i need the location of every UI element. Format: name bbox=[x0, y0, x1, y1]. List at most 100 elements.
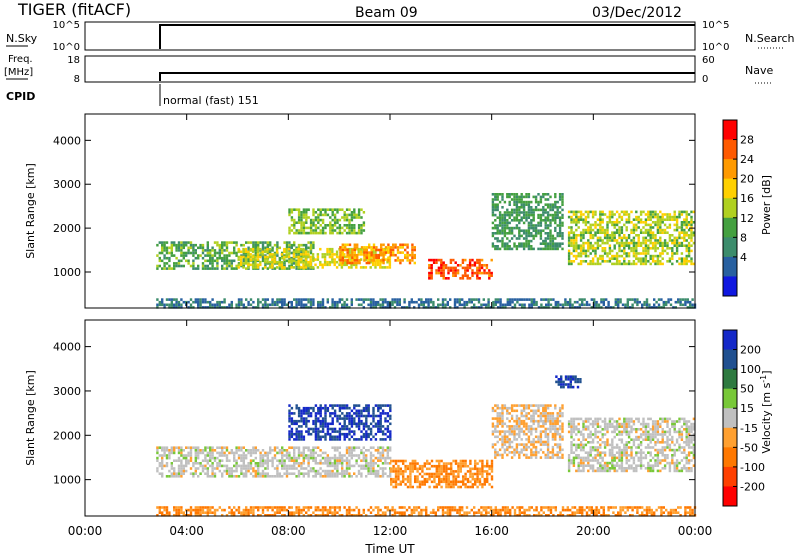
power-cell-6-637 bbox=[683, 223, 686, 227]
power-cell-3-48 bbox=[452, 258, 455, 262]
velocity-cell-4-82 bbox=[506, 445, 509, 449]
velocity-cell-4-161 bbox=[522, 404, 526, 407]
velocity-cell-0-518 bbox=[324, 451, 327, 455]
velocity-cell-1-94 bbox=[421, 470, 424, 473]
velocity-cell-0-574 bbox=[341, 454, 344, 457]
power-cell-5-226 bbox=[527, 234, 531, 238]
power-cell-6-405 bbox=[639, 244, 643, 247]
power-cell-6-503 bbox=[656, 223, 660, 227]
power-cell-5-315 bbox=[544, 237, 547, 240]
power-cell-1-277 bbox=[374, 266, 377, 269]
power-cell-7-286 bbox=[422, 306, 425, 309]
velocity-cell-1-31 bbox=[399, 459, 402, 463]
power-cell-6-243 bbox=[611, 215, 614, 219]
power-cell-5-337 bbox=[549, 203, 552, 206]
power-cell-5-13 bbox=[491, 245, 495, 248]
power-cell-7-43 bbox=[194, 300, 197, 304]
power-cell-7-332 bbox=[465, 303, 469, 307]
power-cell-2-0 bbox=[339, 246, 342, 249]
power-cell-6-189 bbox=[599, 262, 602, 266]
power-cell-5-230 bbox=[527, 247, 531, 251]
velocity-cell-2-309 bbox=[372, 412, 375, 415]
velocity-cell-4-302 bbox=[546, 427, 550, 431]
power-cell-5-244 bbox=[530, 247, 533, 251]
power-cell-0-130 bbox=[206, 241, 209, 244]
power-cell-7-68 bbox=[216, 300, 219, 304]
power-cell-1-132 bbox=[304, 250, 308, 254]
power-cell-7-223 bbox=[367, 303, 370, 307]
power-cell-6-566 bbox=[668, 226, 672, 229]
velocity-cell-4-64 bbox=[503, 422, 507, 426]
velocity-cell-0-242 bbox=[235, 462, 238, 465]
velocity-cell-2-8 bbox=[288, 432, 291, 436]
velocity-cell-0-716 bbox=[386, 449, 389, 452]
velocity-cell-0-33 bbox=[165, 475, 169, 478]
velocity-cell-1-55 bbox=[406, 485, 410, 489]
power-cell-1-165 bbox=[321, 263, 324, 267]
power-cell-6-155 bbox=[594, 231, 597, 234]
power-cell-0-386 bbox=[293, 262, 296, 265]
power-cell-5-283 bbox=[539, 216, 543, 219]
velocity-cell-1-13 bbox=[394, 459, 398, 463]
power-cell-6-363 bbox=[632, 241, 636, 245]
power-cell-6-687 bbox=[690, 239, 693, 242]
power-cell-7-319 bbox=[453, 306, 457, 309]
power-cell-4-178 bbox=[353, 208, 356, 211]
power-cell-6-373 bbox=[635, 218, 638, 221]
power-cell-6-573 bbox=[671, 215, 674, 219]
power-cell-1-104 bbox=[292, 250, 296, 254]
power-cell-0-203 bbox=[228, 254, 231, 257]
power-cell-0-292 bbox=[261, 246, 265, 250]
power-cell-6-8 bbox=[567, 244, 571, 247]
velocity-cell-4-7 bbox=[491, 443, 495, 446]
velocity-cell-1-176 bbox=[447, 483, 450, 486]
velocity-cell-4-1 bbox=[491, 409, 495, 413]
power-cell-5-208 bbox=[525, 237, 528, 240]
velocity-cell-1-70 bbox=[411, 470, 414, 473]
velocity-cell-4-244 bbox=[537, 406, 540, 410]
velocity-cell-2-14 bbox=[290, 419, 294, 423]
power-cell-4-71 bbox=[312, 224, 315, 227]
power-cell-1-148 bbox=[309, 263, 312, 267]
velocity-cell-5-66 bbox=[579, 443, 583, 447]
velocity-cell-0-169 bbox=[211, 451, 214, 455]
power-cell-0-36 bbox=[168, 264, 171, 268]
velocity-cell-0-237 bbox=[233, 475, 236, 478]
velocity-cell-3-32 bbox=[576, 380, 580, 384]
velocity-cell-4-182 bbox=[525, 432, 528, 436]
velocity-cell-2-78 bbox=[309, 406, 313, 410]
velocity-cell-4-369 bbox=[558, 419, 562, 423]
power-cell-4-103 bbox=[324, 211, 327, 214]
power-cell-0-21 bbox=[163, 256, 166, 260]
power-cell-4-152 bbox=[343, 218, 346, 222]
power-cell-4-175 bbox=[350, 226, 354, 230]
power-cell-6-230 bbox=[608, 218, 612, 221]
velocity-cell-2-251 bbox=[355, 422, 358, 426]
power-cell-0-156 bbox=[213, 251, 217, 255]
power-cell-2-105 bbox=[387, 251, 390, 254]
date-label: 03/Dec/2012 bbox=[592, 5, 682, 21]
velocity-cell-4-358 bbox=[556, 430, 559, 433]
power-cell-1-45 bbox=[256, 263, 260, 267]
velocity-cell-0-370 bbox=[276, 464, 279, 468]
velocity-cell-1-27 bbox=[397, 472, 400, 476]
power-cell-1-116 bbox=[297, 258, 300, 261]
power-ylabel: Slant Range [km] bbox=[24, 163, 37, 259]
power-cell-0-304 bbox=[264, 264, 267, 268]
velocity-cell-4-373 bbox=[558, 435, 562, 439]
velocity-cell-5-133 bbox=[591, 446, 595, 449]
velocity-cell-2-247 bbox=[355, 404, 358, 407]
power-cell-6-542 bbox=[661, 262, 664, 266]
power-cell-5-268 bbox=[537, 200, 540, 204]
velocity-cell-4-221 bbox=[532, 419, 535, 423]
power-cell-6-166 bbox=[596, 231, 600, 234]
velocity-cell-0-561 bbox=[336, 462, 339, 465]
power-cell-0-62 bbox=[177, 262, 181, 265]
power-cell-6-489 bbox=[654, 234, 657, 237]
velocity-cell-0-46 bbox=[170, 472, 173, 475]
power-cell-5-249 bbox=[532, 216, 535, 219]
power-cell-2-136 bbox=[404, 248, 407, 252]
velocity-cell-0-77 bbox=[180, 467, 183, 470]
velocity-cell-0-548 bbox=[333, 449, 337, 452]
power-cell-0-135 bbox=[206, 254, 209, 257]
